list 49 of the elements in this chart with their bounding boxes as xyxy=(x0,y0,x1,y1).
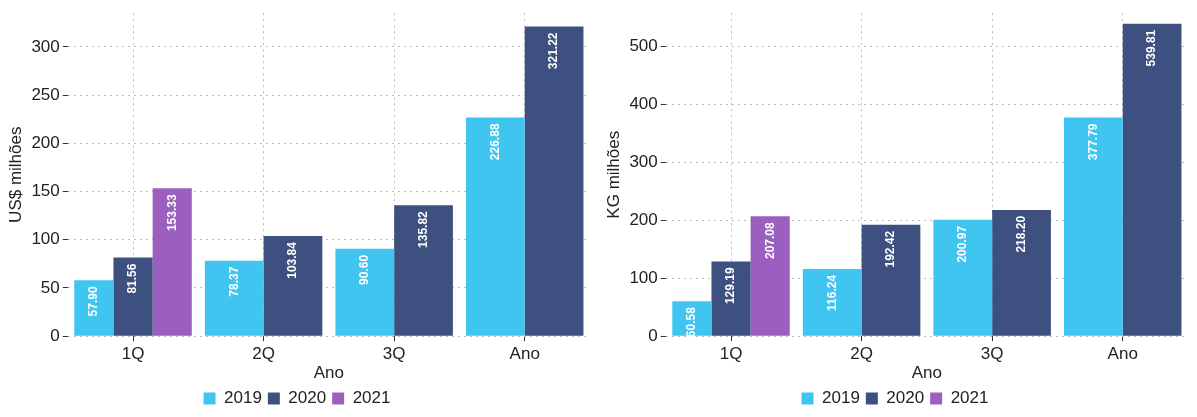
y-tick-label: 0 xyxy=(648,325,658,345)
data-label: 135.82 xyxy=(415,210,430,248)
x-tick-label: Ano xyxy=(1107,344,1138,364)
data-label: 200.97 xyxy=(955,225,970,263)
data-label: 90.60 xyxy=(357,254,372,285)
data-label: 321.22 xyxy=(546,32,561,70)
x-tick-label: 3Q xyxy=(980,344,1004,364)
data-label: 226.88 xyxy=(487,123,502,161)
y-tick-label: 400 xyxy=(629,94,658,114)
data-label: 129.19 xyxy=(723,267,738,305)
data-label: 81.56 xyxy=(125,263,140,294)
y-tick-label: 100 xyxy=(31,229,60,249)
y-tick-label: 300 xyxy=(629,152,658,172)
y-axis-title: KG milhões xyxy=(603,130,623,219)
data-label: 539.81 xyxy=(1144,29,1159,67)
y-axis-title: US$ milhões xyxy=(5,126,25,223)
x-tick-label: Ano xyxy=(509,344,540,364)
x-axis-title: Ano xyxy=(911,363,943,383)
data-label: 207.08 xyxy=(762,222,777,260)
x-tick-label: 2Q xyxy=(252,344,275,364)
y-tick-label: 500 xyxy=(629,36,658,56)
x-tick-label: 2Q xyxy=(850,344,873,364)
data-label: 60.58 xyxy=(684,306,699,338)
data-label: 116.24 xyxy=(824,274,839,311)
y-tick-label: 50 xyxy=(40,277,60,297)
legend-label: 2019 xyxy=(822,388,860,408)
legend-label: 2021 xyxy=(950,388,989,408)
data-label: 377.79 xyxy=(1085,123,1100,161)
data-label: 103.84 xyxy=(285,241,300,279)
legend-label: 2021 xyxy=(352,388,391,408)
y-tick-label: 200 xyxy=(629,210,658,230)
y-tick-label: 100 xyxy=(629,268,658,287)
x-tick-label: 1Q xyxy=(719,344,743,364)
data-label: 78.37 xyxy=(226,266,241,297)
y-tick-label: 150 xyxy=(31,181,60,201)
data-label: 192.42 xyxy=(883,230,898,268)
x-tick-label: 3Q xyxy=(382,344,406,364)
y-tick-label: 250 xyxy=(31,84,60,104)
legend-label: 2020 xyxy=(288,388,327,408)
x-axis-title: Ano xyxy=(313,363,345,383)
y-tick-label: 200 xyxy=(31,133,60,153)
y-tick-label: 300 xyxy=(31,36,60,56)
data-label: 218.20 xyxy=(1013,215,1028,253)
y-tick-label: 0 xyxy=(50,325,60,345)
data-label: 153.33 xyxy=(164,194,179,232)
x-tick-label: 1Q xyxy=(121,344,145,364)
legend-label: 2020 xyxy=(886,388,925,408)
legend-label: 2019 xyxy=(224,388,262,408)
data-label: 57.90 xyxy=(86,286,101,317)
